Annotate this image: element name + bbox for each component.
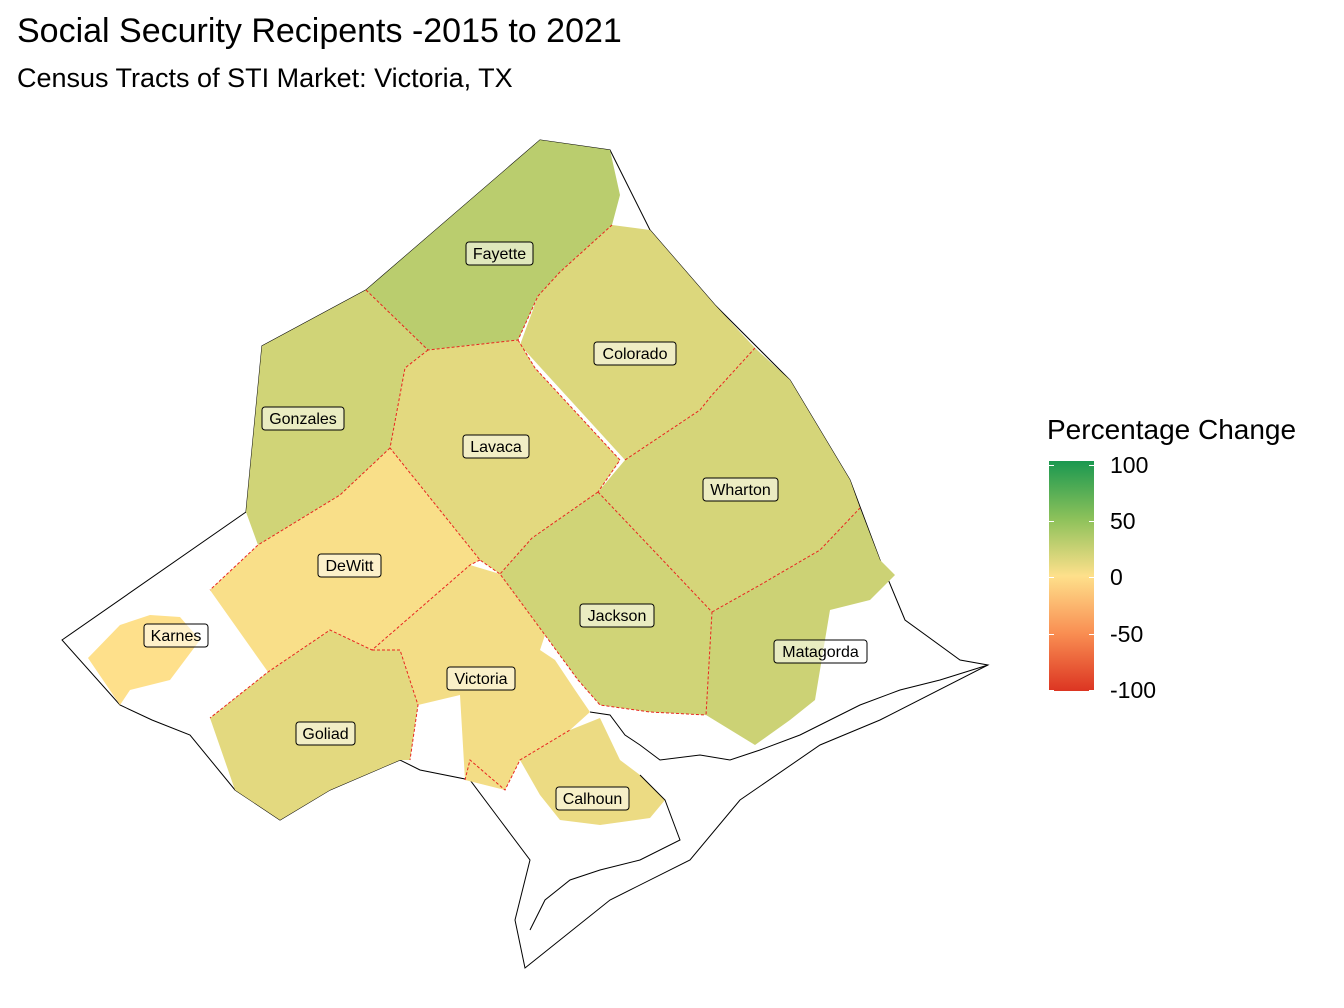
county-label-text: Goliad [302, 726, 348, 743]
legend-tick-label: 0 [1110, 564, 1123, 590]
legend-tick [1089, 521, 1094, 522]
legend-tick-label: 50 [1110, 508, 1136, 534]
county-label-fayette: Fayette [465, 241, 534, 266]
legend-tick [1049, 690, 1054, 691]
county-fill-matagorda [706, 508, 895, 745]
legend-tick [1089, 465, 1094, 466]
legend-tick [1089, 634, 1094, 635]
county-label-text: Jackson [588, 608, 647, 625]
county-label-karnes: Karnes [143, 623, 209, 648]
legend-tick-label: 100 [1110, 452, 1149, 478]
county-boundaries [209, 224, 861, 791]
legend-tick [1049, 465, 1054, 466]
county-label-text: Karnes [151, 628, 202, 645]
county-label-wharton: Wharton [702, 477, 779, 502]
coastline [589, 664, 989, 761]
county-label-colorado: Colorado [593, 341, 677, 366]
county-label-goliad: Goliad [295, 721, 356, 746]
county-label-dewitt: DeWitt [317, 553, 382, 578]
map-title: Social Security Recipents -2015 to 2021 [17, 12, 622, 50]
county-label-text: Wharton [710, 482, 770, 499]
legend-tick [1049, 634, 1054, 635]
county-label-text: Fayette [473, 246, 526, 263]
legend-tick [1049, 521, 1054, 522]
legend-tick [1089, 577, 1094, 578]
legend-tick-label: -100 [1110, 677, 1157, 703]
county-label-victoria: Victoria [446, 666, 516, 691]
county-label-lavaca: Lavaca [462, 434, 530, 459]
county-label-text: Gonzales [269, 411, 337, 428]
legend-tick-label: -50 [1110, 621, 1144, 647]
county-label-text: Matagorda [782, 644, 859, 661]
county-label-text: DeWitt [326, 558, 375, 575]
county-label-gonzales: Gonzales [261, 406, 345, 431]
county-label-matagorda: Matagorda [773, 639, 868, 664]
legend-colorbar [1049, 461, 1094, 691]
county-label-text: Victoria [454, 671, 507, 688]
legend-title: Percentage Change [1047, 414, 1297, 445]
county-label-text: Lavaca [470, 439, 522, 456]
county-label-calhoun: Calhoun [555, 786, 630, 811]
county-label-jackson: Jackson [579, 603, 655, 628]
legend-tick [1089, 690, 1094, 691]
bay-shoreline [529, 774, 681, 931]
county-label-text: Colorado [603, 346, 668, 363]
county-label-text: Calhoun [563, 791, 623, 808]
map-subtitle: Census Tracts of STI Market: Victoria, T… [17, 63, 513, 93]
legend-tick [1049, 577, 1054, 578]
